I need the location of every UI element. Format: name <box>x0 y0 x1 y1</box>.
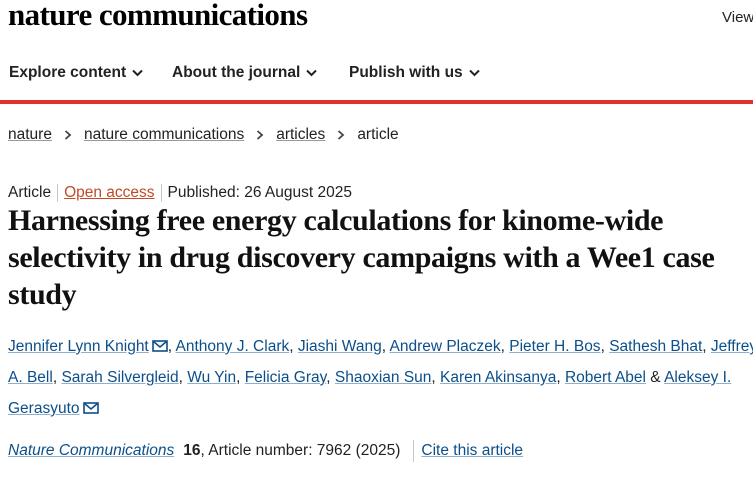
author-separator: , <box>431 369 436 386</box>
author-separator: , <box>178 369 183 386</box>
article-meta: Article Open access Published: 26 August… <box>8 184 352 202</box>
article-title: Harnessing free energy calculations for … <box>8 204 715 311</box>
author-link[interactable]: Sathesh Bhat <box>609 338 703 355</box>
author-link[interactable]: Wu Yin <box>187 369 237 386</box>
author-link[interactable]: Anthony J. Clark <box>175 338 290 355</box>
nav-label: Explore content <box>9 64 127 81</box>
author-separator: , <box>381 338 387 355</box>
breadcrumb-nature[interactable]: nature <box>8 126 52 143</box>
chevron-down-icon <box>132 69 143 77</box>
envelope-icon[interactable] <box>82 402 99 414</box>
chevron-right-icon <box>257 130 264 140</box>
main-nav: Explore content About the journal Publis… <box>0 56 753 94</box>
view-link[interactable]: View <box>722 9 753 26</box>
author-link[interactable]: Jeffrey <box>710 338 753 355</box>
article-number: , Article number: 7962 (2025) <box>200 442 401 459</box>
author-separator: , <box>600 338 605 355</box>
author-joiner: & <box>650 369 661 386</box>
breadcrumb: nature nature communications articles ar… <box>8 126 399 144</box>
author-separator: , <box>702 338 707 355</box>
volume-number: 16 <box>183 442 201 459</box>
journal-link[interactable]: Nature Communications <box>8 442 175 459</box>
author-link[interactable]: A. Bell <box>8 369 53 386</box>
author-separator: , <box>289 338 294 355</box>
breadcrumb-articles[interactable]: articles <box>276 126 326 143</box>
published-date: Published: 26 August 2025 <box>167 184 352 201</box>
author-list: Jennifer Lynn Knight, Anthony J. Clark, … <box>8 331 753 424</box>
author-separator: , <box>236 369 241 386</box>
site-logo[interactable]: nature communications <box>8 0 308 32</box>
author-link[interactable]: Pieter H. Bos <box>509 338 601 355</box>
author-link[interactable]: Sarah Silvergleid <box>61 369 179 386</box>
author-separator: , <box>556 369 561 386</box>
citation-line: Nature Communications 16 , Article numbe… <box>8 440 523 462</box>
nav-label: Publish with us <box>349 64 463 81</box>
author-separator: , <box>500 338 505 355</box>
nav-about-journal[interactable]: About the journal <box>172 64 318 82</box>
header-accent-rule <box>0 100 753 104</box>
article-type: Article <box>8 184 52 201</box>
nav-publish-with-us[interactable]: Publish with us <box>349 64 480 82</box>
author-separator: , <box>52 369 58 386</box>
nav-label: About the journal <box>172 64 301 81</box>
cite-this-article-link[interactable]: Cite this article <box>421 442 524 459</box>
author-link[interactable]: Robert Abel <box>564 369 646 386</box>
author-link[interactable]: Shaoxian Sun <box>334 369 432 386</box>
nav-explore-content[interactable]: Explore content <box>9 64 143 82</box>
author-link[interactable]: Karen Akinsanya <box>440 369 557 386</box>
open-access-link[interactable]: Open access <box>64 184 155 201</box>
author-link[interactable]: Felicia Gray <box>244 369 327 386</box>
meta-divider <box>160 184 162 202</box>
chevron-right-icon <box>338 130 345 140</box>
envelope-icon[interactable] <box>151 340 168 352</box>
chevron-down-icon <box>468 69 480 77</box>
author-separator: , <box>167 338 173 355</box>
site-header: nature communications View <box>0 0 753 38</box>
meta-divider <box>57 184 59 202</box>
breadcrumb-current: article <box>357 126 399 143</box>
author-link[interactable]: Andrew Placzek <box>389 338 501 355</box>
author-link[interactable]: Jiashi Wang <box>297 338 382 355</box>
chevron-right-icon <box>64 130 72 140</box>
citation-divider <box>413 440 415 462</box>
breadcrumb-nature-communications[interactable]: nature communications <box>83 126 245 143</box>
author-link[interactable]: Jennifer Lynn Knight <box>8 338 149 355</box>
author-link[interactable]: Aleksey I. <box>664 369 732 386</box>
chevron-down-icon <box>306 69 318 77</box>
author-link[interactable]: Gerasyuto <box>8 400 80 417</box>
author-separator: , <box>326 369 331 386</box>
